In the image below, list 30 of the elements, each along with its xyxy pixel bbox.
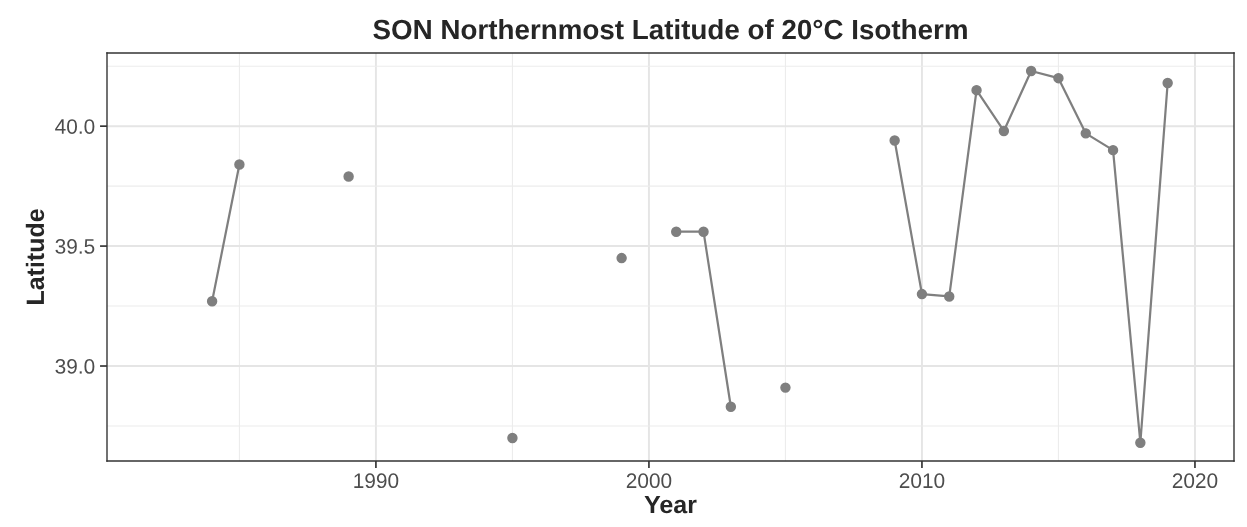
point [1080, 128, 1091, 139]
point [944, 291, 955, 302]
point [725, 401, 737, 413]
x-tick-label: 1990 [354, 473, 399, 489]
point [780, 382, 791, 393]
y-axis-title: Latitude [25, 209, 45, 304]
point [1053, 72, 1064, 84]
x-tick-label: 2000 [626, 473, 672, 489]
point [616, 252, 627, 264]
chart-title: SON Northernmost Latitude of 20°C Isotherm [373, 18, 967, 40]
point [206, 296, 218, 307]
y-tick-label: 39.0 [55, 359, 95, 374]
point [1025, 65, 1037, 77]
point [998, 125, 1010, 137]
point [1162, 77, 1173, 89]
point [507, 432, 518, 444]
y-tick-label: 39.5 [55, 239, 95, 254]
point [343, 171, 354, 182]
point [889, 135, 900, 146]
point [234, 159, 245, 170]
x-tick-label: 2020 [1172, 473, 1218, 489]
point [1135, 437, 1146, 448]
point [971, 84, 982, 96]
x-tick-label: 2010 [899, 473, 945, 489]
y-tick-label: 40.0 [55, 119, 95, 134]
point [916, 288, 928, 300]
point [1107, 144, 1119, 156]
point [671, 226, 682, 237]
x-axis-title: Year [644, 495, 697, 514]
point [698, 226, 709, 237]
